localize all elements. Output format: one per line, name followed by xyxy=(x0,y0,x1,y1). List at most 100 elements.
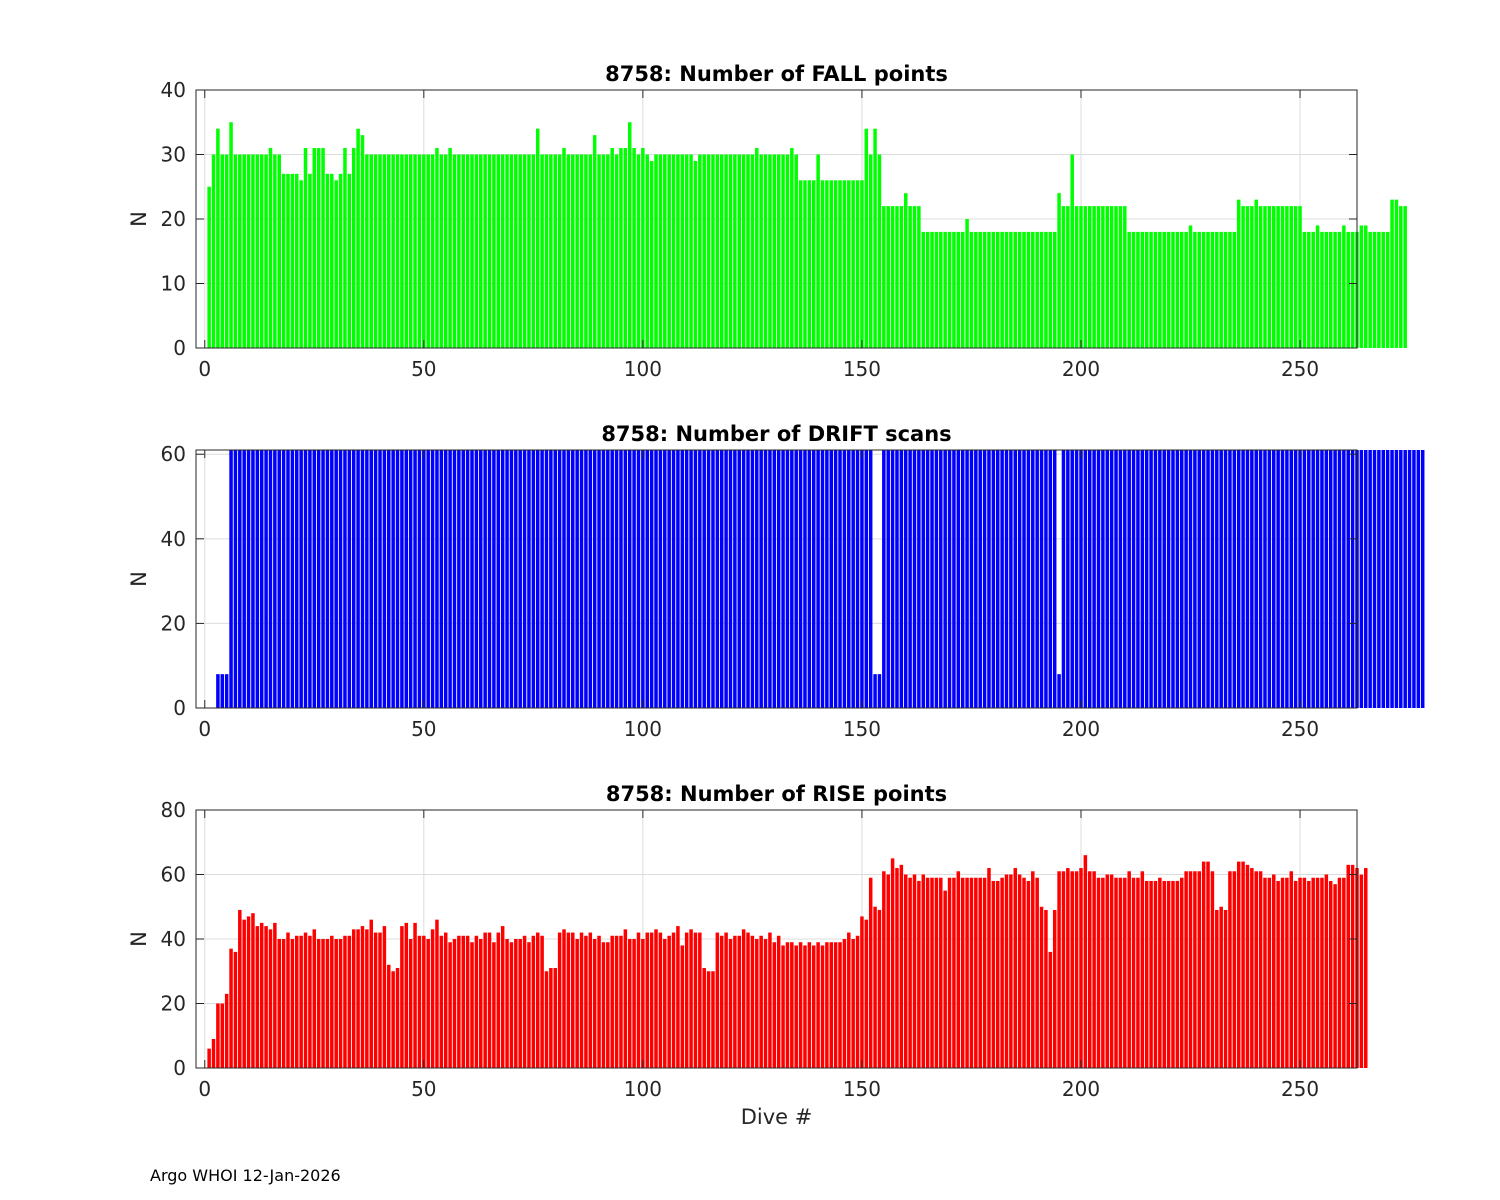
chart-2-bar-25 xyxy=(312,929,317,1068)
chart-1-bar-179 xyxy=(987,450,991,708)
chart-0-bar-43 xyxy=(391,154,395,348)
chart-1-bar-29 xyxy=(330,450,334,708)
chart-1-bar-248 xyxy=(1289,450,1294,708)
chart-0-bar-242 xyxy=(1263,206,1267,348)
chart-0-bar-18 xyxy=(281,173,286,348)
chart-2-bar-255 xyxy=(1320,877,1324,1068)
chart-0-bar-195 xyxy=(1057,193,1061,348)
chart-0-bar-201 xyxy=(1083,206,1088,348)
chart-1-bar-18 xyxy=(281,450,286,708)
chart-0-bar-59 xyxy=(461,154,465,348)
chart-0-bar-152 xyxy=(868,154,873,348)
chart-2-bar-209 xyxy=(1118,877,1123,1068)
chart-1-bar-70 xyxy=(509,450,514,708)
chart-1-bar-267 xyxy=(1372,450,1377,708)
chart-1-bar-157 xyxy=(890,450,895,708)
chart-1-bar-23 xyxy=(303,450,308,708)
chart-1-bar-40 xyxy=(378,450,382,708)
chart-0-bar-190 xyxy=(1035,231,1039,348)
chart-0-bar-122 xyxy=(737,154,742,348)
chart-0-bar-136 xyxy=(798,180,803,348)
chart-0-bar-210 xyxy=(1123,206,1127,348)
chart-1-bar-199 xyxy=(1074,450,1079,708)
chart-1-bar-135 xyxy=(794,450,798,708)
chart-0-bar-208 xyxy=(1114,206,1118,348)
chart-0-bar-228 xyxy=(1201,231,1206,348)
chart-0-bar-160 xyxy=(903,193,908,348)
chart-1-bar-107 xyxy=(671,450,676,708)
chart-0-bar-213 xyxy=(1136,231,1140,348)
chart-0-bar-40 xyxy=(378,154,382,348)
chart-0-bar-46 xyxy=(404,154,409,348)
chart-0-bar-141 xyxy=(820,180,825,348)
chart-2-bar-36 xyxy=(360,926,365,1068)
chart-2-bar-69 xyxy=(505,939,509,1068)
chart-0-bar-97 xyxy=(627,122,632,348)
chart-2-bar-161 xyxy=(908,877,912,1068)
chart-0-bar-196 xyxy=(1061,206,1066,348)
chart-1-bar-208 xyxy=(1114,450,1118,708)
chart-0-bar-11 xyxy=(251,154,255,348)
chart-0-bar-238 xyxy=(1245,206,1250,348)
chart-2-bar-109 xyxy=(680,945,685,1068)
chart-2-bar-29 xyxy=(330,935,334,1068)
chart-0-bar-163 xyxy=(917,206,921,348)
chart-2-bar-8 xyxy=(238,909,242,1068)
chart-1-bar-163 xyxy=(917,450,921,708)
chart-2-bar-60 xyxy=(465,935,470,1068)
chart-1-bar-142 xyxy=(825,450,829,708)
chart-0-bar-204 xyxy=(1096,206,1101,348)
chart-1-bar-8 xyxy=(238,450,242,708)
chart-0-ytick-label-1: 10 xyxy=(161,272,186,296)
chart-0-bar-185 xyxy=(1013,231,1018,348)
chart-2-bar-190 xyxy=(1035,877,1039,1068)
chart-2-bar-178 xyxy=(982,877,987,1068)
chart-2-bar-31 xyxy=(338,939,343,1068)
chart-2-bar-113 xyxy=(698,932,702,1068)
chart-0-bar-142 xyxy=(825,180,829,348)
chart-1-bar-252 xyxy=(1307,450,1311,708)
chart-0-bar-103 xyxy=(654,154,658,348)
chart-2-bar-116 xyxy=(711,971,715,1068)
chart-1-bar-210 xyxy=(1123,450,1127,708)
chart-2-bar-191 xyxy=(1039,906,1044,1068)
chart-2-bar-186 xyxy=(1017,874,1022,1068)
chart-1-bar-78 xyxy=(544,450,549,708)
chart-0-bar-95 xyxy=(619,148,623,348)
chart-0-bar-132 xyxy=(781,154,785,348)
chart-0-bar-218 xyxy=(1158,231,1162,348)
chart-1-bar-190 xyxy=(1035,450,1039,708)
chart-1-bar-243 xyxy=(1267,450,1272,708)
chart-1-bar-213 xyxy=(1136,450,1140,708)
chart-1-bar-231 xyxy=(1215,450,1219,708)
chart-1-bar-195 xyxy=(1057,674,1061,708)
chart-1-bar-154 xyxy=(877,674,882,708)
chart-0-bar-240 xyxy=(1254,199,1258,348)
chart-1-bar-211 xyxy=(1127,450,1131,708)
chart-1-bar-193 xyxy=(1048,450,1053,708)
chart-0-bar-86 xyxy=(579,154,584,348)
chart-2-bar-14 xyxy=(264,926,268,1068)
chart-1-bar-6 xyxy=(229,450,233,708)
chart-2-bar-52 xyxy=(430,929,435,1068)
chart-2-bar-72 xyxy=(518,939,522,1068)
chart-2-bar-54 xyxy=(439,935,444,1068)
chart-1-bar-89 xyxy=(592,450,597,708)
chart-2-bar-123 xyxy=(741,929,746,1068)
chart-2-bar-252 xyxy=(1307,880,1311,1068)
chart-0-bar-99 xyxy=(636,154,641,348)
chart-1-bar-254 xyxy=(1315,450,1320,708)
chart-1-bar-223 xyxy=(1180,450,1184,708)
chart-0-bar-66 xyxy=(492,154,496,348)
chart-1-bar-108 xyxy=(676,450,680,708)
chart-1-bar-103 xyxy=(654,450,658,708)
chart-0-bar-114 xyxy=(702,154,706,348)
chart-2-bar-23 xyxy=(303,932,308,1068)
chart-2-bar-137 xyxy=(803,945,807,1068)
chart-1-bar-113 xyxy=(698,450,702,708)
chart-2-bar-73 xyxy=(522,935,527,1068)
chart-1-bar-152 xyxy=(868,450,873,708)
chart-0-bar-252 xyxy=(1307,231,1311,348)
chart-1-bar-253 xyxy=(1311,450,1315,708)
chart-2-bar-220 xyxy=(1166,880,1171,1068)
